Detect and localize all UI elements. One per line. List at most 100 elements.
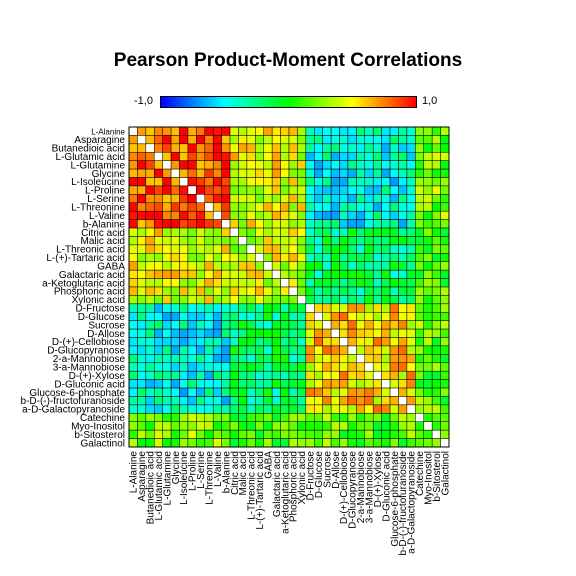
heatmap-cell (339, 168, 349, 178)
heatmap-cell (246, 185, 256, 195)
heatmap-cell (431, 337, 441, 347)
heatmap-cell (255, 177, 264, 187)
heatmap-cell (372, 320, 382, 330)
heatmap-cell (297, 135, 307, 145)
heatmap-cell (364, 328, 374, 338)
heatmap-cell (137, 421, 147, 431)
heatmap-cell (423, 253, 433, 262)
heatmap-cell (339, 286, 349, 296)
heatmap-cell (398, 345, 408, 355)
heatmap-cell (288, 168, 298, 178)
heatmap-cell (347, 278, 357, 288)
heatmap-cell (128, 312, 138, 321)
heatmap-cell (204, 286, 214, 296)
heatmap-cell (356, 328, 366, 338)
heatmap-cell (221, 126, 231, 136)
heatmap-cell (128, 210, 138, 220)
heatmap-cell (196, 345, 206, 355)
heatmap-cell (398, 404, 408, 414)
heatmap-cell (322, 168, 332, 178)
heatmap-cell (137, 269, 147, 279)
heatmap-cell (440, 345, 450, 355)
heatmap-cell (212, 202, 222, 212)
heatmap-cell (364, 404, 374, 414)
heatmap-cell (162, 160, 172, 170)
heatmap-cell (280, 160, 290, 170)
heatmap-cell (389, 337, 399, 347)
heatmap-cell (423, 219, 433, 229)
heatmap-cell (212, 370, 222, 380)
heatmap-cell (255, 278, 264, 288)
heatmap-cell (255, 438, 264, 448)
heatmap-cell (238, 387, 248, 397)
heatmap-cell (246, 177, 256, 187)
heatmap-cell (381, 429, 391, 439)
heatmap-cell (280, 152, 290, 161)
heatmap-cell (305, 202, 315, 212)
heatmap-cell (229, 261, 239, 271)
heatmap-cell (305, 269, 315, 279)
heatmap-cell (212, 261, 222, 271)
row-label: L-Valine (89, 211, 125, 222)
heatmap-cell (170, 202, 180, 212)
heatmap-cell (305, 404, 315, 414)
heatmap-cell (297, 354, 307, 364)
heatmap-cell (170, 143, 180, 153)
heatmap-cell (347, 404, 357, 414)
heatmap-cell (204, 295, 214, 305)
heatmap-cell (255, 286, 264, 296)
heatmap-cell (314, 185, 323, 195)
heatmap-cell (196, 362, 206, 372)
heatmap-cell (423, 413, 433, 422)
heatmap-cell (196, 295, 206, 305)
heatmap-cell (145, 269, 155, 279)
heatmap-cell (221, 396, 231, 406)
heatmap-cell (221, 177, 231, 187)
column-label: D-Glucopyranose (348, 451, 359, 529)
heatmap-cell (381, 160, 391, 170)
heatmap-cell (297, 236, 307, 246)
heatmap-cell (389, 413, 399, 422)
heatmap-cell (288, 126, 298, 136)
heatmap-cell (145, 295, 155, 305)
heatmap-cell (339, 404, 349, 414)
heatmap-cell (162, 421, 172, 431)
heatmap-cell (221, 253, 231, 262)
heatmap-cell (398, 168, 408, 178)
heatmap-cell (314, 194, 323, 204)
heatmap-cell (229, 202, 239, 212)
heatmap-cell (372, 286, 382, 296)
heatmap-cell (322, 379, 332, 389)
heatmap-cell (162, 396, 172, 406)
column-label: L-Glutamic acid (154, 451, 165, 520)
heatmap-cell (196, 152, 206, 161)
heatmap-cell (381, 126, 391, 136)
heatmap-cell (297, 320, 307, 330)
heatmap-cell (415, 362, 424, 372)
heatmap-cell (406, 152, 416, 161)
heatmap-cell (415, 303, 424, 313)
heatmap-cell (212, 194, 222, 204)
heatmap-cell (170, 219, 180, 229)
heatmap-cell (271, 168, 281, 178)
heatmap-cell (196, 219, 206, 229)
heatmap-cell (263, 244, 273, 254)
heatmap-cell (229, 438, 239, 448)
row-label: Galactaric acid (59, 270, 125, 281)
heatmap-cell (280, 168, 290, 178)
heatmap-cell (356, 219, 366, 229)
heatmap-cell (406, 269, 416, 279)
heatmap-cell (154, 185, 163, 195)
heatmap-cell (389, 295, 399, 305)
heatmap-cell (170, 244, 180, 254)
heatmap-cell (154, 421, 163, 431)
heatmap-cell (356, 269, 366, 279)
heatmap-cell (398, 421, 408, 431)
colorbar-max-label: 1,0 (422, 95, 438, 107)
heatmap-cell (196, 244, 206, 254)
heatmap-cell (423, 404, 433, 414)
heatmap-cell (415, 429, 424, 439)
heatmap-cell (440, 219, 450, 229)
heatmap-cell (221, 286, 231, 296)
heatmap-cell (221, 244, 231, 254)
